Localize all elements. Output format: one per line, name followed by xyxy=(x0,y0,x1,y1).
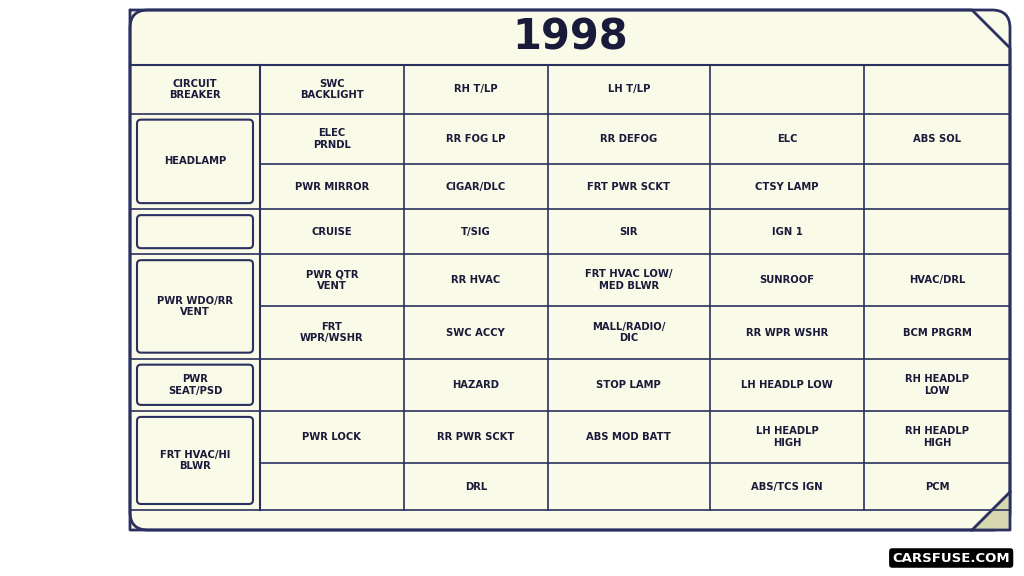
Text: RR HVAC: RR HVAC xyxy=(452,275,501,285)
Text: 1998: 1998 xyxy=(512,17,628,59)
Text: ABS MOD BATT: ABS MOD BATT xyxy=(587,432,672,442)
Text: RH HEADLP
LOW: RH HEADLP LOW xyxy=(905,374,969,396)
Text: CRUISE: CRUISE xyxy=(311,226,352,237)
Text: DRL: DRL xyxy=(465,482,486,491)
Text: ELEC
PRNDL: ELEC PRNDL xyxy=(313,128,351,150)
Text: RH HEADLP
HIGH: RH HEADLP HIGH xyxy=(905,426,969,448)
Text: LH HEADLP LOW: LH HEADLP LOW xyxy=(741,380,833,390)
Text: PWR QTR
VENT: PWR QTR VENT xyxy=(306,270,358,291)
Text: PWR LOCK: PWR LOCK xyxy=(302,432,361,442)
Text: RR WPR WSHR: RR WPR WSHR xyxy=(745,328,828,338)
Text: MALL/RADIO/
DIC: MALL/RADIO/ DIC xyxy=(592,322,666,343)
Text: CIRCUIT
BREAKER: CIRCUIT BREAKER xyxy=(169,78,221,100)
Polygon shape xyxy=(972,492,1010,530)
Text: FRT HVAC LOW/
MED BLWR: FRT HVAC LOW/ MED BLWR xyxy=(585,270,673,291)
Text: STOP LAMP: STOP LAMP xyxy=(596,380,662,390)
Text: LH HEADLP
HIGH: LH HEADLP HIGH xyxy=(756,426,818,448)
FancyBboxPatch shape xyxy=(130,10,1010,530)
Text: SWC ACCY: SWC ACCY xyxy=(446,328,505,338)
Text: FRT PWR SCKT: FRT PWR SCKT xyxy=(588,181,671,192)
Text: PWR
SEAT/PSD: PWR SEAT/PSD xyxy=(168,374,222,396)
Text: RH T/LP: RH T/LP xyxy=(454,84,498,94)
Text: BCM PRGRM: BCM PRGRM xyxy=(902,328,972,338)
FancyBboxPatch shape xyxy=(137,365,253,405)
Text: SUNROOF: SUNROOF xyxy=(760,275,814,285)
Text: HEADLAMP: HEADLAMP xyxy=(164,157,226,166)
Text: PCM: PCM xyxy=(925,482,949,491)
Text: CARSFUSE.COM: CARSFUSE.COM xyxy=(892,551,1010,564)
Text: ABS/TCS IGN: ABS/TCS IGN xyxy=(752,482,823,491)
FancyBboxPatch shape xyxy=(137,120,253,203)
Text: PWR MIRROR: PWR MIRROR xyxy=(295,181,369,192)
Text: T/SIG: T/SIG xyxy=(461,226,490,237)
Text: SIR: SIR xyxy=(620,226,638,237)
Text: CTSY LAMP: CTSY LAMP xyxy=(756,181,819,192)
Text: IGN 1: IGN 1 xyxy=(772,226,803,237)
FancyBboxPatch shape xyxy=(137,215,253,248)
Text: CIGAR/DLC: CIGAR/DLC xyxy=(445,181,506,192)
Text: FRT HVAC/HI
BLWR: FRT HVAC/HI BLWR xyxy=(160,450,230,471)
Polygon shape xyxy=(972,492,1010,530)
Polygon shape xyxy=(130,10,1010,530)
Text: HVAC/DRL: HVAC/DRL xyxy=(909,275,966,285)
FancyBboxPatch shape xyxy=(137,417,253,504)
Text: RR DEFOG: RR DEFOG xyxy=(600,134,657,144)
Text: ABS SOL: ABS SOL xyxy=(913,134,962,144)
Text: FRT
WPR/WSHR: FRT WPR/WSHR xyxy=(300,322,364,343)
FancyBboxPatch shape xyxy=(137,260,253,353)
Text: SWC
BACKLIGHT: SWC BACKLIGHT xyxy=(300,78,364,100)
Text: RR FOG LP: RR FOG LP xyxy=(446,134,506,144)
Text: ELC: ELC xyxy=(777,134,798,144)
Text: HAZARD: HAZARD xyxy=(453,380,500,390)
Text: PWR WDO/RR
VENT: PWR WDO/RR VENT xyxy=(157,295,233,317)
Text: LH T/LP: LH T/LP xyxy=(607,84,650,94)
Text: RR PWR SCKT: RR PWR SCKT xyxy=(437,432,514,442)
